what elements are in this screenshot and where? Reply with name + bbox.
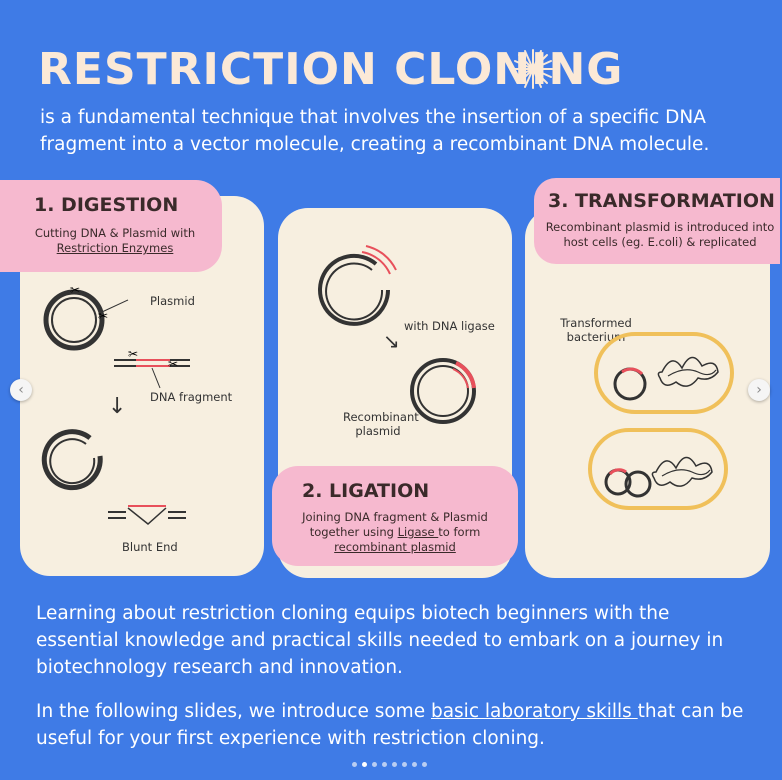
pagination-dot[interactable] — [412, 762, 417, 767]
pagination-dot[interactable] — [382, 762, 387, 767]
transformation-header: 3. TRANSFORMATION Recombinant plasmid is… — [534, 178, 780, 264]
paragraph-1: Learning about restriction cloning equip… — [36, 603, 724, 678]
plasmid-diagram: ✂ ✂ — [43, 283, 129, 351]
pagination-dot[interactable] — [402, 762, 407, 767]
recombinant-plasmid-diagram — [410, 358, 476, 424]
pagination-dot[interactable] — [422, 762, 427, 767]
pagination-dots — [352, 762, 427, 767]
svg-text:✂: ✂ — [98, 309, 108, 323]
down-arrow-icon: ↓ — [108, 394, 127, 419]
recombinant-plasmid-link[interactable]: recombinant plasmid — [334, 540, 456, 554]
digestion-heading: 1. DIGESTION — [34, 194, 179, 216]
ligation-desc-line2a: together using — [309, 525, 398, 539]
curved-arrow-icon: ↘ — [383, 329, 400, 353]
ligation-desc: Joining DNA fragment & Plasmid together … — [282, 510, 508, 555]
paragraph-2-before: In the following slides, we introduce so… — [36, 701, 431, 722]
pagination-dot[interactable] — [362, 762, 367, 767]
digestion-desc: Cutting DNA & Plasmid with Restriction E… — [20, 226, 210, 256]
cut-plasmid-diagram — [41, 429, 103, 491]
transformation-card — [525, 208, 770, 578]
blunt-end-label: Blunt End — [122, 540, 178, 554]
sparkle-icon — [513, 49, 553, 89]
blunt-end-diagram — [108, 505, 186, 525]
digestion-header: 1. DIGESTION Cutting DNA & Plasmid with … — [0, 180, 222, 272]
dna-fragment-label: DNA fragment — [150, 390, 233, 404]
intro-text: is a fundamental technique that involves… — [40, 107, 710, 155]
ligation-heading: 2. LIGATION — [302, 480, 430, 502]
next-slide-button[interactable]: › — [748, 379, 770, 401]
ligation-plasmid-diagram — [318, 245, 397, 326]
restriction-enzymes-link[interactable]: Restriction Enzymes — [56, 241, 174, 255]
paragraph-2: In the following slides, we introduce so… — [36, 698, 756, 752]
ligation-desc-line1: Joining DNA fragment & Plasmid — [302, 510, 488, 524]
paragraph-2-after: that can be useful for your first experi… — [36, 701, 744, 749]
pagination-dot[interactable] — [372, 762, 377, 767]
pagination-dot[interactable] — [392, 762, 397, 767]
ligation-header: 2. LIGATION Joining DNA fragment & Plasm… — [272, 466, 518, 566]
digestion-desc-line1: Cutting DNA & Plasmid with — [34, 226, 196, 240]
ligation-desc-line2b: to form — [438, 525, 481, 539]
dna-ligase-label: with DNA ligase — [404, 319, 495, 333]
plasmid-label: Plasmid — [150, 294, 195, 308]
svg-text:✂: ✂ — [128, 347, 138, 361]
ligase-link[interactable]: Ligase — [397, 525, 439, 539]
basic-lab-skills-link[interactable]: basic laboratory skills — [430, 701, 638, 722]
transformation-desc: Recombinant plasmid is introduced into h… — [545, 220, 775, 249]
bacterium-1-diagram — [594, 332, 734, 414]
svg-text:✂: ✂ — [70, 283, 80, 297]
prev-slide-button[interactable]: ‹ — [10, 379, 32, 401]
transformation-heading: 3. TRANSFORMATION — [548, 190, 775, 212]
bacterium-2-diagram — [588, 428, 728, 510]
recombinant-plasmid-label: Recombinant plasmid — [343, 410, 419, 438]
svg-text:✂: ✂ — [168, 357, 178, 371]
dna-fragment-diagram: ✂ ✂ — [114, 347, 190, 389]
pagination-dot[interactable] — [352, 762, 357, 767]
